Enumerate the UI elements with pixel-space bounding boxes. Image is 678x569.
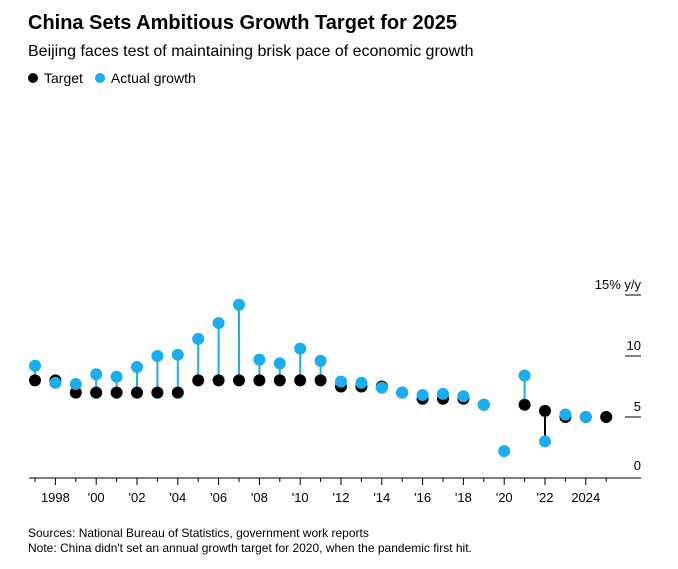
x-tick-label: '18 [455, 490, 472, 505]
legend-item-target: Target [28, 70, 83, 86]
x-tick-label: 1998 [41, 490, 70, 505]
target-point [253, 374, 266, 387]
actual-growth-point [396, 386, 409, 399]
sources-note: Sources: National Bureau of Statistics, … [28, 526, 369, 540]
actual-growth-point [437, 387, 449, 400]
actual-growth-point [355, 376, 368, 389]
actual-growth-point [314, 354, 327, 367]
x-tick-label: '08 [251, 490, 268, 505]
x-tick-label: '20 [496, 490, 513, 505]
actual-growth-point [518, 369, 531, 382]
actual-growth-point [294, 342, 307, 355]
x-tick-label: '10 [292, 490, 309, 505]
y-axis-labels: 0 5 10 15% y/y [595, 277, 642, 473]
actual-growth-point [559, 408, 572, 421]
actual-growth-point [151, 350, 164, 362]
actual-growth-point [212, 317, 225, 330]
actual-growth-point [192, 332, 205, 345]
actual-growth-point [110, 370, 123, 383]
actual-growth-point [69, 378, 82, 391]
x-tick-label: '12 [333, 490, 350, 505]
target-point [131, 386, 143, 399]
legend-swatch-target [28, 73, 38, 83]
target-point [212, 374, 225, 387]
x-tick-label: '00 [88, 490, 105, 505]
target-point [69, 386, 82, 399]
chart-subtitle: Beijing faces test of maintaining brisk … [28, 43, 474, 60]
x-tick-label: '22 [537, 490, 554, 505]
target-point [273, 374, 286, 387]
x-tick-label: '16 [414, 490, 431, 505]
actual-growth-point [416, 389, 429, 402]
x-tick-label: '04 [169, 490, 186, 505]
x-tick-label: '02 [129, 490, 146, 505]
actual-growth-point [233, 298, 245, 311]
footer: Sources: National Bureau of Statistics, … [28, 526, 472, 556]
actual-growth-point [335, 375, 347, 388]
target-point [151, 386, 164, 399]
actual-growth-point [171, 348, 184, 361]
target-point [171, 386, 184, 399]
actual-growth-point [457, 390, 470, 403]
actual-growth-point [49, 376, 62, 389]
legend-label-actual: Actual growth [110, 70, 196, 86]
y-tick-label: 0 [634, 458, 641, 473]
actual-growth-point [90, 368, 103, 381]
y-tick-label: 5 [634, 399, 641, 414]
target-point [600, 411, 613, 423]
x-tick-label: '14 [373, 490, 390, 505]
target-point [518, 398, 531, 411]
actual-growth-point [579, 411, 592, 423]
target-point [294, 374, 307, 387]
actual-growth-point [498, 445, 511, 458]
legend: Target Actual growth [28, 70, 208, 86]
y-tick-label: 10 [627, 338, 641, 353]
legend-swatch-actual [94, 73, 105, 83]
actual-growth-point [273, 357, 286, 370]
actual-growth-point [375, 381, 388, 394]
actual-growth-point [253, 353, 266, 366]
actual-growth-point [477, 398, 490, 411]
chart-title: China Sets Ambitious Growth Target for 2… [28, 12, 457, 34]
legend-label-target: Target [44, 70, 83, 86]
y-gridlines [625, 294, 641, 418]
x-tick-label: '06 [210, 490, 227, 505]
footnote: Note: China didn't set an annual growth … [28, 541, 472, 555]
target-point [192, 374, 205, 387]
target-point [233, 374, 245, 387]
actual-growth-point [29, 359, 41, 372]
x-axis: 1998 '00 '02 '04 '06 '08 '10 '12 '14 '16 '18 '20 '22… [29, 477, 641, 505]
data-points [29, 298, 613, 458]
legend-item-actual: Actual growth [94, 70, 196, 86]
target-point [90, 386, 103, 399]
target-point [539, 404, 551, 417]
target-point [29, 374, 41, 387]
actual-growth-point [539, 435, 551, 448]
target-point [314, 374, 327, 387]
x-tick-label: 2024 [571, 490, 600, 505]
target-point [110, 386, 123, 399]
y-tick-label: 15% y/y [595, 277, 642, 292]
actual-growth-point [131, 360, 143, 373]
